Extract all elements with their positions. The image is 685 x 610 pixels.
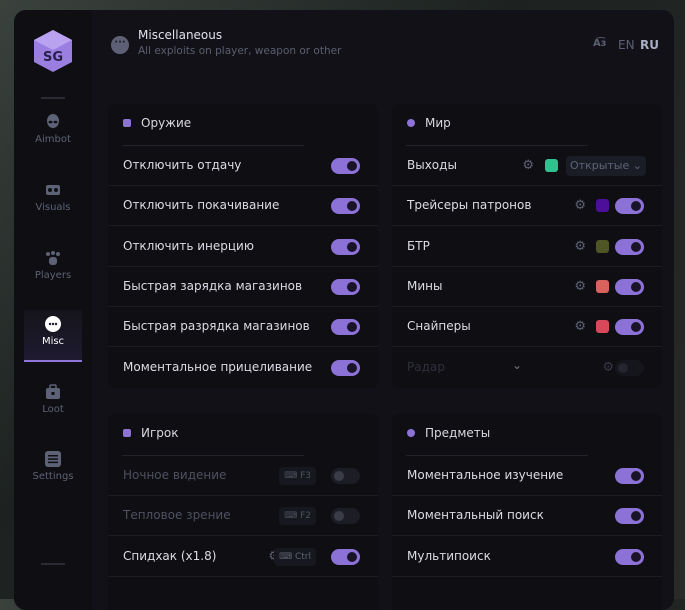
dots-icon: ··· bbox=[111, 36, 129, 54]
toggle[interactable] bbox=[331, 198, 360, 214]
page-title: Miscellaneous bbox=[138, 28, 223, 42]
list-item: Тепловое зрение ⌨ F2 bbox=[108, 496, 378, 536]
list-item: Радар ⌄ ⚙ bbox=[392, 348, 662, 388]
toggle[interactable] bbox=[331, 360, 360, 376]
logo: SG bbox=[34, 30, 72, 72]
chevron-down-icon[interactable]: ⌄ bbox=[512, 358, 523, 372]
keybind-button[interactable]: ⌨ F2 bbox=[279, 507, 316, 525]
alien-icon bbox=[47, 114, 59, 128]
sidebar-item-label: Aimbot bbox=[35, 134, 71, 145]
list-item: Моментальное изучение bbox=[392, 456, 662, 496]
list-item: Выходы ⚙ Открытые ⌄ bbox=[392, 146, 662, 186]
list-item: Быстрая разрядка магазинов bbox=[108, 307, 378, 347]
color-swatch[interactable] bbox=[596, 280, 609, 293]
users-icon bbox=[46, 251, 60, 265]
toggle[interactable] bbox=[331, 279, 360, 295]
gear-icon[interactable]: ⚙ bbox=[574, 279, 586, 294]
chevron-down-icon: ⌄ bbox=[632, 159, 642, 172]
gear-icon[interactable]: ⚙ bbox=[602, 360, 614, 375]
list-item: Ночное видение ⌨ F3 bbox=[108, 456, 378, 496]
list-item: БТР ⚙ bbox=[392, 227, 662, 267]
card-header: Предметы bbox=[407, 426, 490, 440]
list-item: Снайперы ⚙ bbox=[392, 307, 662, 347]
toggle[interactable] bbox=[615, 549, 644, 565]
toggle[interactable] bbox=[615, 319, 644, 335]
sidebar-item-visuals[interactable]: Visuals bbox=[24, 176, 82, 228]
gear-icon[interactable]: ⚙ bbox=[574, 239, 586, 254]
toggle[interactable] bbox=[615, 198, 644, 214]
toggle[interactable] bbox=[615, 279, 644, 295]
list-item: Спидхак (x1.8)⚙⌨ Ctrl bbox=[108, 537, 378, 577]
translate-icon: A͡ɜ bbox=[593, 38, 607, 49]
sidebar-item-settings[interactable]: Settings bbox=[24, 445, 82, 497]
gear-icon bbox=[123, 429, 131, 437]
list-item: Мины ⚙ bbox=[392, 267, 662, 307]
gear-icon bbox=[123, 119, 131, 127]
lang-ru-button[interactable]: RU bbox=[640, 38, 659, 52]
vr-headset-icon bbox=[46, 185, 60, 195]
sidebar-item-label: Settings bbox=[32, 471, 74, 482]
list-item: Моментальное прицеливание bbox=[108, 348, 378, 388]
list-item: Отключить покачивание bbox=[108, 186, 378, 226]
color-swatch[interactable] bbox=[545, 159, 558, 172]
list-item: Моментальный поиск bbox=[392, 496, 662, 536]
toggle[interactable] bbox=[331, 549, 360, 565]
toggle[interactable] bbox=[615, 360, 644, 376]
gear-icon[interactable]: ⚙ bbox=[522, 158, 534, 173]
list-item: Мультипоиск bbox=[392, 537, 662, 577]
ghost-icon bbox=[407, 429, 415, 437]
keybind-button[interactable]: ⌨ Ctrl bbox=[274, 548, 316, 566]
toggle[interactable] bbox=[615, 508, 644, 524]
briefcase-icon bbox=[46, 384, 60, 399]
sidebar-item-label: Loot bbox=[42, 404, 64, 415]
player-card: Игрок Ночное видение ⌨ F3 Тепловое зрение… bbox=[108, 414, 378, 610]
sidebar-item-players[interactable]: Players bbox=[24, 244, 82, 296]
sidebar-item-aimbot[interactable]: Aimbot bbox=[24, 108, 82, 160]
divider bbox=[41, 563, 65, 565]
sidebar-item-loot[interactable]: Loot bbox=[24, 378, 82, 430]
list-item: Трейсеры патронов ⚙ bbox=[392, 186, 662, 226]
list-item: Отключить инерцию bbox=[108, 227, 378, 267]
sidebar: SG Aimbot Visuals Players Misc Loot Sett… bbox=[14, 10, 92, 610]
toggle[interactable] bbox=[331, 319, 360, 335]
sidebar-item-label: Misc bbox=[41, 336, 65, 347]
sidebar-item-label: Players bbox=[34, 270, 72, 281]
toggle[interactable] bbox=[331, 508, 360, 524]
card-header: Мир bbox=[407, 116, 451, 130]
gear-icon[interactable]: ⚙ bbox=[574, 198, 586, 213]
sidebar-item-misc[interactable]: Misc bbox=[24, 310, 82, 362]
toggle[interactable] bbox=[615, 239, 644, 255]
weapon-card: Оружие Отключить отдачу Отключить покачи… bbox=[108, 104, 378, 388]
dots-icon bbox=[45, 316, 61, 332]
svg-text:SG: SG bbox=[43, 50, 63, 65]
color-swatch[interactable] bbox=[596, 240, 609, 253]
list-item: Быстрая зарядка магазинов bbox=[108, 267, 378, 307]
toggle[interactable] bbox=[615, 468, 644, 484]
color-swatch[interactable] bbox=[596, 320, 609, 333]
list-icon bbox=[45, 451, 61, 467]
app-window: SG Aimbot Visuals Players Misc Loot Sett… bbox=[14, 10, 674, 610]
sidebar-item-label: Visuals bbox=[35, 202, 71, 213]
divider bbox=[41, 97, 65, 99]
page-subtitle: All exploits on player, weapon or other bbox=[138, 45, 342, 57]
items-card: Предметы Моментальное изучение Моменталь… bbox=[392, 414, 662, 610]
toggle[interactable] bbox=[331, 239, 360, 255]
ghost-icon bbox=[407, 119, 415, 127]
world-card: Мир Выходы ⚙ Открытые ⌄ Трейсеры патронов ⚙… bbox=[392, 104, 662, 388]
card-header: Игрок bbox=[123, 426, 179, 440]
list-item: Отключить отдачу bbox=[108, 146, 378, 186]
toggle[interactable] bbox=[331, 468, 360, 484]
card-header: Оружие bbox=[123, 116, 191, 130]
exits-select[interactable]: Открытые ⌄ bbox=[566, 156, 646, 176]
toggle[interactable] bbox=[331, 158, 360, 174]
gear-icon[interactable]: ⚙ bbox=[574, 319, 586, 334]
lang-en-button[interactable]: EN bbox=[618, 38, 635, 52]
keybind-button[interactable]: ⌨ F3 bbox=[279, 467, 316, 485]
color-swatch[interactable] bbox=[596, 199, 609, 212]
